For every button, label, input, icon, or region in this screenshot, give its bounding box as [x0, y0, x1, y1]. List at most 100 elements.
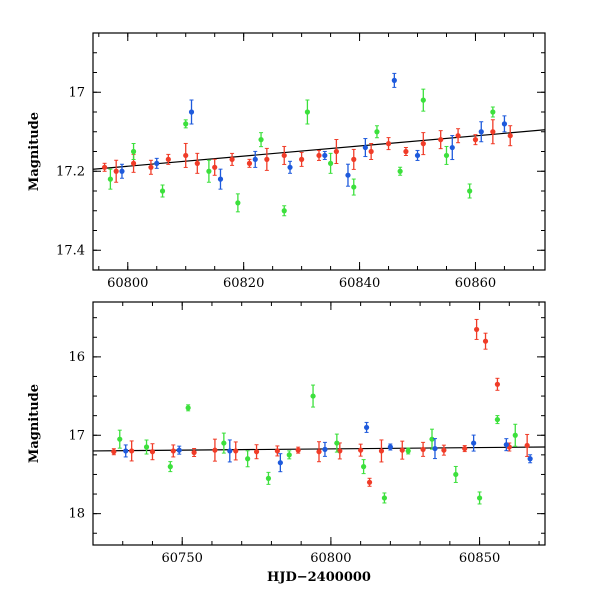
- data-point: [471, 440, 477, 446]
- data-point: [130, 160, 137, 166]
- data-point: [101, 164, 108, 170]
- data-point: [245, 456, 251, 462]
- data-point: [503, 442, 509, 448]
- data-point: [374, 129, 380, 135]
- data-point: [316, 152, 322, 159]
- data-point: [113, 168, 119, 174]
- trend-line: [93, 129, 545, 170]
- data-point: [206, 168, 212, 174]
- data-point: [281, 152, 287, 159]
- data-point: [507, 133, 513, 139]
- data-point: [130, 148, 137, 155]
- data-point: [494, 381, 501, 387]
- data-point: [432, 445, 438, 452]
- x-tick-label: 60820: [223, 276, 264, 291]
- data-point: [149, 449, 156, 455]
- data-point: [170, 448, 176, 454]
- data-point: [333, 148, 339, 155]
- data-point: [527, 456, 533, 462]
- data-point: [310, 393, 316, 399]
- data-point: [391, 77, 397, 83]
- data-point: [403, 148, 409, 155]
- x-tick-label: 60860: [455, 276, 496, 291]
- data-point: [361, 464, 367, 470]
- data-point: [129, 448, 135, 454]
- data-point: [221, 440, 227, 446]
- data-point: [117, 436, 123, 442]
- data-point: [467, 188, 473, 194]
- y-axis-label: Magnitude: [27, 112, 42, 191]
- data-point: [351, 184, 357, 190]
- y-tick-label: 18: [68, 507, 85, 522]
- data-point: [299, 156, 305, 162]
- y-tick-label: 16: [68, 350, 85, 365]
- x-tick-label: 60850: [459, 551, 500, 566]
- y-tick-label: 17: [68, 428, 85, 443]
- data-point: [494, 416, 501, 423]
- data-point: [264, 156, 270, 162]
- data-point: [524, 442, 530, 449]
- data-point: [397, 168, 403, 174]
- top-panel: 60800 60820 60840 60860 17 17.2 17.4 Magnitude: [27, 32, 546, 291]
- data-point: [405, 448, 411, 454]
- data-point: [476, 495, 483, 501]
- axes-frame: [92, 301, 546, 546]
- data-point: [478, 129, 484, 135]
- data-point: [191, 449, 197, 456]
- data-point: [399, 447, 405, 453]
- data-point: [327, 160, 334, 166]
- data-point: [252, 156, 258, 162]
- data-point: [322, 152, 328, 159]
- data-point: [366, 479, 373, 485]
- data-point: [378, 448, 385, 454]
- data-point: [185, 405, 191, 411]
- data-point: [387, 444, 393, 450]
- data-point: [358, 447, 364, 453]
- data-point: [472, 137, 479, 143]
- y-tick-label: 17: [68, 85, 85, 100]
- data-point: [295, 447, 301, 453]
- data-point: [265, 475, 272, 481]
- y-axis-label: Magnitude: [27, 384, 42, 463]
- data-point: [420, 141, 426, 147]
- data-point: [455, 133, 461, 139]
- x-tick-label: 60750: [162, 551, 203, 566]
- data-point: [183, 121, 189, 127]
- data-point: [438, 137, 444, 143]
- x-tick-label: 60800: [310, 551, 351, 566]
- data-point: [258, 137, 264, 143]
- bottom-panel: 60750 60800 60850 16 17 18 Magnitude HJD−240000…: [27, 301, 546, 585]
- data-point: [363, 424, 370, 431]
- data-point: [167, 464, 173, 470]
- data-point: [107, 176, 113, 182]
- data-point: [482, 338, 489, 344]
- data-point: [512, 432, 518, 438]
- data-point: [253, 449, 260, 455]
- data-point: [337, 448, 343, 454]
- data-point: [334, 440, 340, 446]
- data-point: [217, 176, 224, 182]
- data-point: [322, 446, 328, 452]
- data-point: [420, 97, 426, 103]
- y-tick-label: 17.2: [56, 164, 85, 179]
- data-point: [381, 495, 388, 501]
- data-point: [462, 445, 468, 452]
- data-point: [490, 129, 496, 135]
- data-point: [287, 164, 293, 170]
- data-point: [246, 160, 253, 166]
- data-point: [351, 156, 357, 162]
- data-point: [227, 448, 233, 454]
- data-point: [414, 152, 421, 159]
- data-point: [441, 447, 447, 453]
- data-point: [316, 449, 322, 455]
- data-point: [235, 200, 241, 206]
- data-point: [176, 447, 182, 453]
- data-point: [453, 471, 459, 478]
- data-point: [154, 160, 160, 166]
- data-point: [449, 144, 455, 151]
- data-point: [143, 444, 150, 450]
- data-point: [274, 448, 280, 454]
- x-tick-label: 60840: [339, 276, 380, 291]
- x-tick-label: 60800: [107, 276, 148, 291]
